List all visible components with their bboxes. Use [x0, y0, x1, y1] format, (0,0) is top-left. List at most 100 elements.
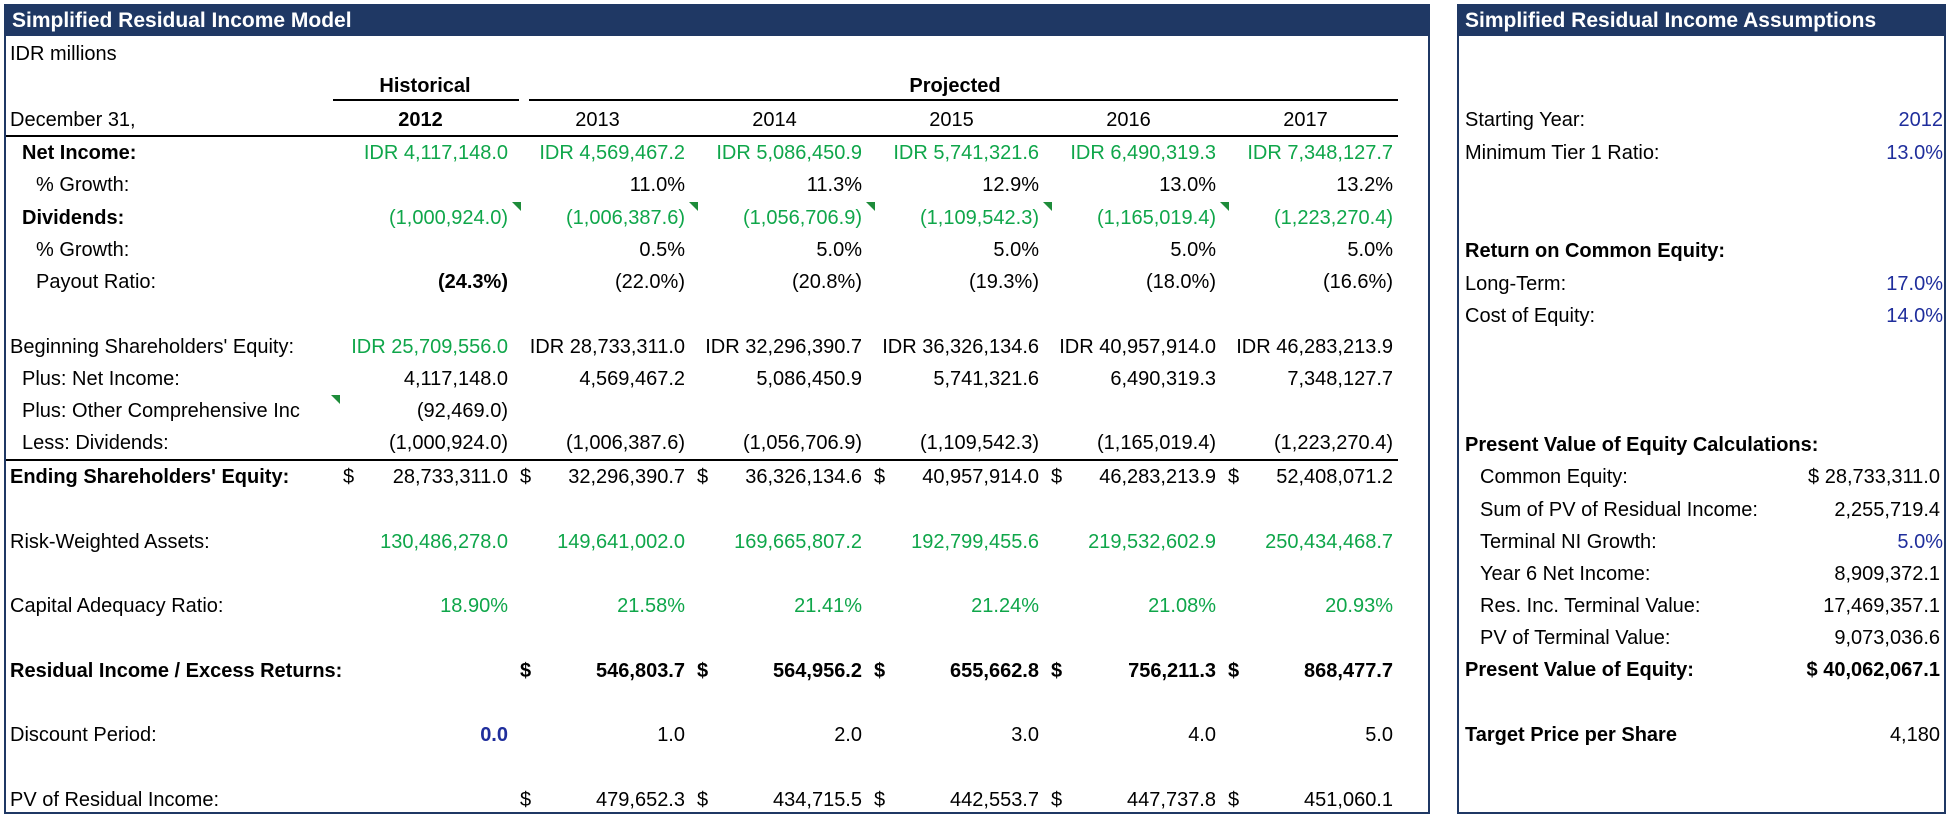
car-value[interactable]: 20.93% [1325, 595, 1393, 617]
currency-symbol: $ [520, 466, 532, 488]
div-growth-label: % Growth: [36, 239, 130, 261]
net-income-value[interactable]: IDR 4,569,467.2 [539, 142, 685, 164]
div-growth-value: 0.5% [639, 239, 685, 261]
net-income-value[interactable]: IDR 7,348,127.7 [1247, 142, 1393, 164]
currency-symbol: $ [520, 789, 532, 811]
payout-label: Payout Ratio: [36, 271, 157, 293]
residual-label: Residual Income / Excess Returns: [10, 660, 343, 682]
net-income-value[interactable]: IDR 6,490,319.3 [1070, 142, 1216, 164]
discount-label: Discount Period: [10, 724, 157, 746]
ni-growth-value: 13.0% [1159, 174, 1216, 196]
payout-value: (16.6%) [1322, 271, 1393, 293]
ni-growth-label: % Growth: [36, 174, 130, 196]
beg-equity-label: Beginning Shareholders' Equity: [10, 336, 295, 358]
long-term-value[interactable]: 17.0% [1886, 273, 1943, 295]
dividends-value[interactable]: (1,109,542.3) [920, 207, 1039, 229]
dividends-value[interactable]: (1,165,019.4) [1097, 207, 1216, 229]
pv-residual-value: 434,715.5 [773, 789, 862, 811]
rwa-value[interactable]: 149,641,002.0 [557, 531, 685, 553]
historical-label: Historical [379, 75, 471, 97]
div-growth-value: 5.0% [993, 239, 1039, 261]
car-value[interactable]: 21.08% [1148, 595, 1216, 617]
comment-marker-icon[interactable] [1043, 202, 1052, 211]
dividends-value[interactable]: (1,056,706.9) [743, 207, 862, 229]
pv-residual-value: 442,553.7 [950, 789, 1039, 811]
year-header-2017: 2017 [1283, 109, 1328, 131]
beg-equity-value: IDR 40,957,914.0 [1059, 336, 1216, 358]
discount-value: 1.0 [657, 724, 685, 746]
plus-ni-label: Plus: Net Income: [22, 368, 180, 390]
currency-symbol: $ [874, 466, 886, 488]
net-income-value[interactable]: IDR 4,117,148.0 [363, 142, 508, 164]
roe-header: Return on Common Equity: [1465, 240, 1725, 262]
less-div-label: Less: Dividends: [22, 432, 169, 454]
car-value[interactable]: 21.24% [971, 595, 1039, 617]
beg-equity-value: IDR 36,326,134.6 [882, 336, 1039, 358]
end-equity-label: Ending Shareholders' Equity: [10, 466, 290, 488]
comment-marker-icon[interactable] [1220, 202, 1229, 211]
assumptions-title: Simplified Residual Income Assumptions [1459, 6, 1944, 36]
pv-residual-label: PV of Residual Income: [10, 789, 219, 811]
end-equity-value: 28,733,311.0 [392, 466, 508, 488]
less-div-value: (1,000,924.0) [389, 432, 508, 454]
historical-underline [333, 99, 519, 101]
currency-symbol: $ [697, 660, 709, 682]
discount-value: 3.0 [1011, 724, 1039, 746]
comment-marker-icon[interactable] [689, 202, 698, 211]
end-equity-value: 36,326,134.6 [745, 466, 862, 488]
target-price-value: 4,180 [1889, 724, 1940, 746]
rwa-value[interactable]: 169,665,807.2 [734, 531, 862, 553]
plus-ni-value: 5,086,450.9 [756, 368, 862, 390]
comment-marker-icon[interactable] [866, 202, 875, 211]
year-header-2016: 2016 [1106, 109, 1151, 131]
date-label: December 31, [10, 109, 136, 131]
net-income-value[interactable]: IDR 5,086,450.9 [716, 142, 862, 164]
currency-symbol: $ [1228, 660, 1240, 682]
rwa-value[interactable]: 130,486,278.0 [380, 531, 508, 553]
comment-marker-icon[interactable] [512, 202, 521, 211]
discount-value[interactable]: 0.0 [480, 724, 508, 746]
header-divider [6, 135, 1398, 137]
year-header-2014: 2014 [752, 109, 797, 131]
cost-of-equity-value[interactable]: 14.0% [1886, 305, 1943, 327]
rwa-value[interactable]: 250,434,468.7 [1265, 531, 1393, 553]
end-equity-value: 52,408,071.2 [1276, 466, 1393, 488]
terminal-growth-value[interactable]: 5.0% [1897, 531, 1943, 553]
pv-residual-value: 451,060.1 [1304, 789, 1393, 811]
car-value[interactable]: 21.58% [617, 595, 685, 617]
res-terminal-value: 17,469,357.1 [1823, 595, 1940, 617]
less-div-value: (1,223,270.4) [1274, 432, 1393, 454]
plus-ni-value: 5,741,321.6 [933, 368, 1039, 390]
dividends-value[interactable]: (1,000,924.0) [389, 207, 508, 229]
dividends-value[interactable]: (1,006,387.6) [566, 207, 685, 229]
plus-oci-value[interactable]: (92,469.0) [416, 400, 508, 422]
ni-growth-value: 13.2% [1336, 174, 1393, 196]
pv-terminal-value: 9,073,036.6 [1834, 627, 1940, 649]
min-tier1-value[interactable]: 13.0% [1886, 142, 1943, 164]
residual-value: 655,662.8 [950, 660, 1039, 682]
car-value[interactable]: 18.90% [440, 595, 508, 617]
car-value[interactable]: 21.41% [794, 595, 862, 617]
currency-symbol: $ [1051, 466, 1063, 488]
residual-value: 546,803.7 [596, 660, 685, 682]
terminal-growth-label: Terminal NI Growth: [1480, 531, 1657, 553]
common-equity-value: $ 28,733,311.0 [1808, 466, 1940, 488]
beg-equity-value[interactable]: IDR 25,709,556.0 [351, 336, 508, 358]
dividends-value[interactable]: (1,223,270.4) [1274, 207, 1393, 229]
rwa-value[interactable]: 192,799,455.6 [911, 531, 1039, 553]
beg-equity-value: IDR 46,283,213.9 [1236, 336, 1393, 358]
rwa-value[interactable]: 219,532,602.9 [1088, 531, 1216, 553]
end-equity-value: 46,283,213.9 [1099, 466, 1216, 488]
comment-marker-icon[interactable] [331, 395, 340, 404]
plus-oci-label: Plus: Other Comprehensive Inc [22, 400, 300, 422]
sum-pv-label: Sum of PV of Residual Income: [1480, 499, 1758, 521]
starting-year-value[interactable]: 2012 [1898, 109, 1944, 131]
cost-of-equity-label: Cost of Equity: [1465, 305, 1596, 327]
ni-growth-value: 12.9% [982, 174, 1039, 196]
less-div-value: (1,056,706.9) [743, 432, 862, 454]
sum-pv-value: 2,255,719.4 [1834, 499, 1940, 521]
beg-equity-value: IDR 32,296,390.7 [705, 336, 862, 358]
residual-value: 564,956.2 [773, 660, 862, 682]
net-income-value[interactable]: IDR 5,741,321.6 [893, 142, 1039, 164]
year6-ni-value: 8,909,372.1 [1834, 563, 1940, 585]
